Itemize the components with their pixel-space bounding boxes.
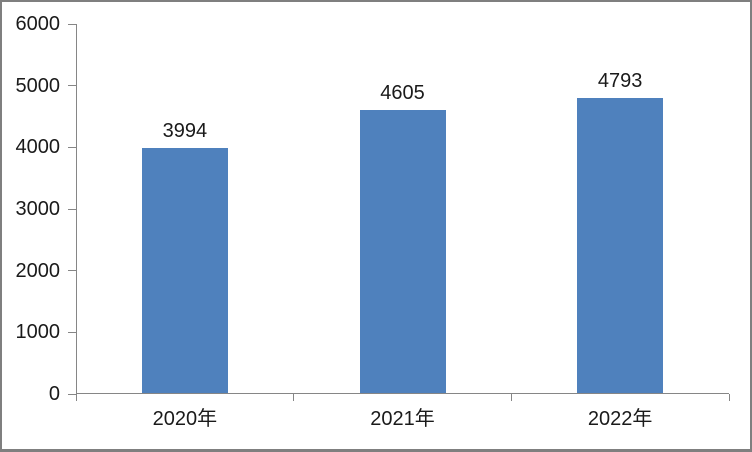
y-axis-tick-label: 4000	[15, 136, 61, 159]
y-axis-tick	[68, 331, 77, 333]
y-axis-tick	[68, 208, 77, 210]
y-axis-tick-label: 0	[48, 383, 60, 405]
bar-2022年	[577, 98, 664, 393]
x-axis-tick	[75, 394, 77, 401]
y-axis-tick	[68, 393, 77, 395]
y-axis-tick	[68, 146, 77, 148]
bar-value-label: 4793	[597, 70, 643, 93]
y-axis-tick	[68, 270, 77, 272]
bar-2021年	[359, 110, 446, 393]
x-axis-tick	[728, 394, 730, 401]
y-axis-tick-label: 6000	[15, 13, 61, 35]
x-axis-tick	[510, 394, 512, 401]
category-label: 2022年	[587, 408, 653, 430]
category-label: 2021年	[370, 408, 435, 430]
y-axis-tick-label: 1000	[15, 321, 61, 344]
y-axis-tick-label: 5000	[15, 74, 61, 97]
bar-value-label: 3994	[162, 119, 208, 142]
y-axis-tick	[68, 85, 77, 87]
x-axis-tick	[293, 394, 295, 401]
y-axis-tick	[68, 23, 77, 25]
bar-value-label: 4605	[380, 82, 425, 105]
y-axis-tick-label: 3000	[15, 198, 61, 220]
y-axis-tick-label: 2000	[15, 259, 61, 282]
bar-2020年	[141, 147, 228, 393]
category-label: 2020年	[152, 408, 218, 430]
